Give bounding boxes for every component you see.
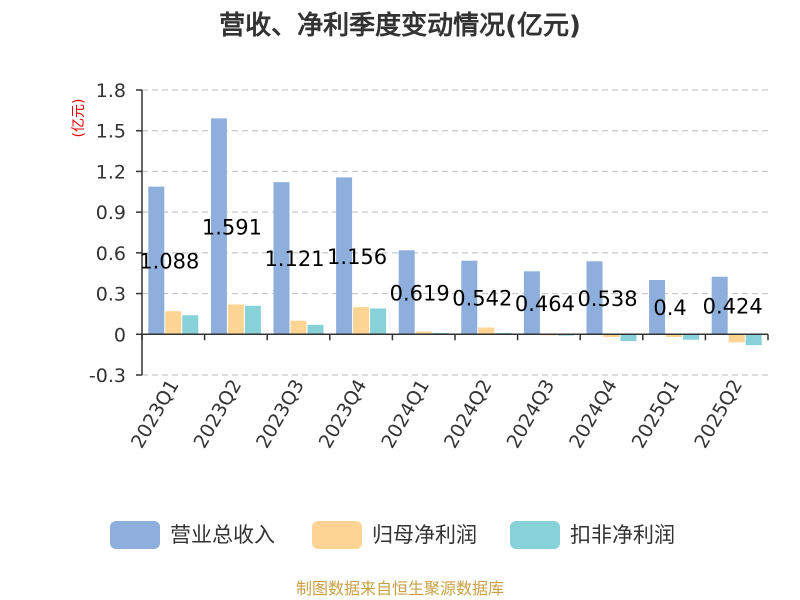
- bar-营业总收入-2023Q3: [273, 182, 290, 335]
- y-tick-label: 0.9: [96, 202, 126, 224]
- bar-归母净利润-2023Q2: [227, 304, 244, 335]
- data-label: 1.088: [139, 249, 199, 273]
- grid: [142, 89, 768, 376]
- x-tick-label: 2025Q1: [628, 376, 685, 452]
- data-label: 0.542: [452, 287, 512, 311]
- legend-item[interactable]: 营业总收入: [110, 521, 275, 549]
- data-label: 0.424: [703, 295, 763, 319]
- data-label: 1.121: [264, 247, 324, 271]
- bar-归母净利润-2025Q2: [728, 334, 745, 343]
- x-tick-label: 2024Q2: [440, 376, 497, 452]
- legend-swatch: [510, 521, 560, 549]
- bar-营业总收入-2024Q3: [523, 271, 540, 335]
- x-tick-label: 2024Q1: [377, 376, 434, 452]
- chart-title: 营收、净利季度变动情况(亿元): [219, 10, 581, 41]
- bar-归母净利润-2024Q1: [415, 331, 432, 335]
- y-tick-label: 0.6: [96, 243, 126, 265]
- data-label: 0.4: [653, 296, 686, 320]
- bar-营业总收入-2023Q4: [336, 177, 353, 335]
- bar-归母净利润-2025Q1: [666, 334, 683, 337]
- bar-扣非净利润-2023Q3: [307, 324, 324, 335]
- x-tick-label: 2024Q3: [502, 376, 559, 452]
- bar-扣非净利润-2024Q4: [620, 334, 637, 342]
- legend: 营业总收入 归母净利润 扣非净利润: [110, 521, 675, 549]
- y-tick-label: -0.3: [89, 365, 126, 387]
- x-tick-label: 2025Q2: [690, 376, 747, 452]
- bar-扣非净利润-2023Q4: [370, 308, 387, 335]
- bar-归母净利润-2023Q4: [353, 307, 370, 335]
- x-tick-label: 2023Q2: [189, 376, 246, 452]
- y-tick-label: 0: [114, 324, 126, 346]
- y-tick-label: 1.8: [96, 80, 126, 102]
- data-label: 1.591: [202, 215, 262, 239]
- bar-营业总收入-2023Q2: [210, 118, 227, 335]
- axes: [136, 89, 769, 376]
- bar-归母净利润-2024Q2: [478, 327, 495, 335]
- bar-扣非净利润-2025Q1: [683, 334, 700, 340]
- x-tick-label: 2024Q4: [565, 376, 622, 452]
- bar-营业总收入-2024Q4: [586, 261, 603, 335]
- bar-扣非净利润-2025Q2: [745, 334, 762, 346]
- data-label: 0.538: [577, 287, 637, 311]
- legend-item[interactable]: 扣非净利润: [510, 521, 675, 549]
- data-label: 0.619: [390, 281, 450, 305]
- bar-归母净利润-2023Q3: [290, 320, 307, 335]
- bar-营业总收入-2025Q1: [649, 280, 666, 335]
- bar-归母净利润-2024Q4: [603, 334, 620, 337]
- legend-swatch: [312, 521, 362, 549]
- legend-item[interactable]: 归母净利润: [312, 521, 477, 549]
- y-tick-labels: 1.8 1.5 1.2 0.9 0.6 0.3 0 -0.3: [89, 80, 126, 387]
- x-tick-label: 2023Q1: [127, 376, 184, 452]
- legend-swatch: [110, 521, 160, 549]
- legend-label: 营业总收入: [170, 523, 275, 547]
- y-tick-label: 0.3: [96, 284, 126, 306]
- legend-label: 归母净利润: [372, 523, 477, 547]
- x-tick-label: 2023Q3: [252, 376, 309, 452]
- data-label: 0.464: [515, 292, 575, 316]
- bar-营业总收入-2024Q1: [398, 250, 415, 335]
- bar-扣非净利润-2023Q2: [244, 305, 261, 335]
- y-unit-label: (亿元): [71, 99, 87, 138]
- y-tick-label: 1.2: [96, 161, 126, 183]
- x-tick-label: 2023Q4: [315, 376, 372, 452]
- source-note: 制图数据来自恒生聚源数据库: [296, 579, 504, 598]
- y-tick-label: 1.5: [96, 121, 126, 143]
- legend-label: 扣非净利润: [570, 523, 675, 547]
- bars: [148, 118, 762, 346]
- bar-扣非净利润-2023Q1: [182, 315, 199, 335]
- bar-营业总收入-2023Q1: [148, 186, 165, 335]
- bar-归母净利润-2023Q1: [165, 311, 182, 335]
- x-tick-labels: 2023Q1 2023Q2 2023Q3 2023Q4 2024Q1 2024Q2 2024…: [127, 376, 747, 452]
- data-label: 1.156: [327, 245, 387, 269]
- bar-营业总收入-2024Q2: [461, 260, 478, 335]
- bar-营业总收入-2025Q2: [711, 276, 728, 335]
